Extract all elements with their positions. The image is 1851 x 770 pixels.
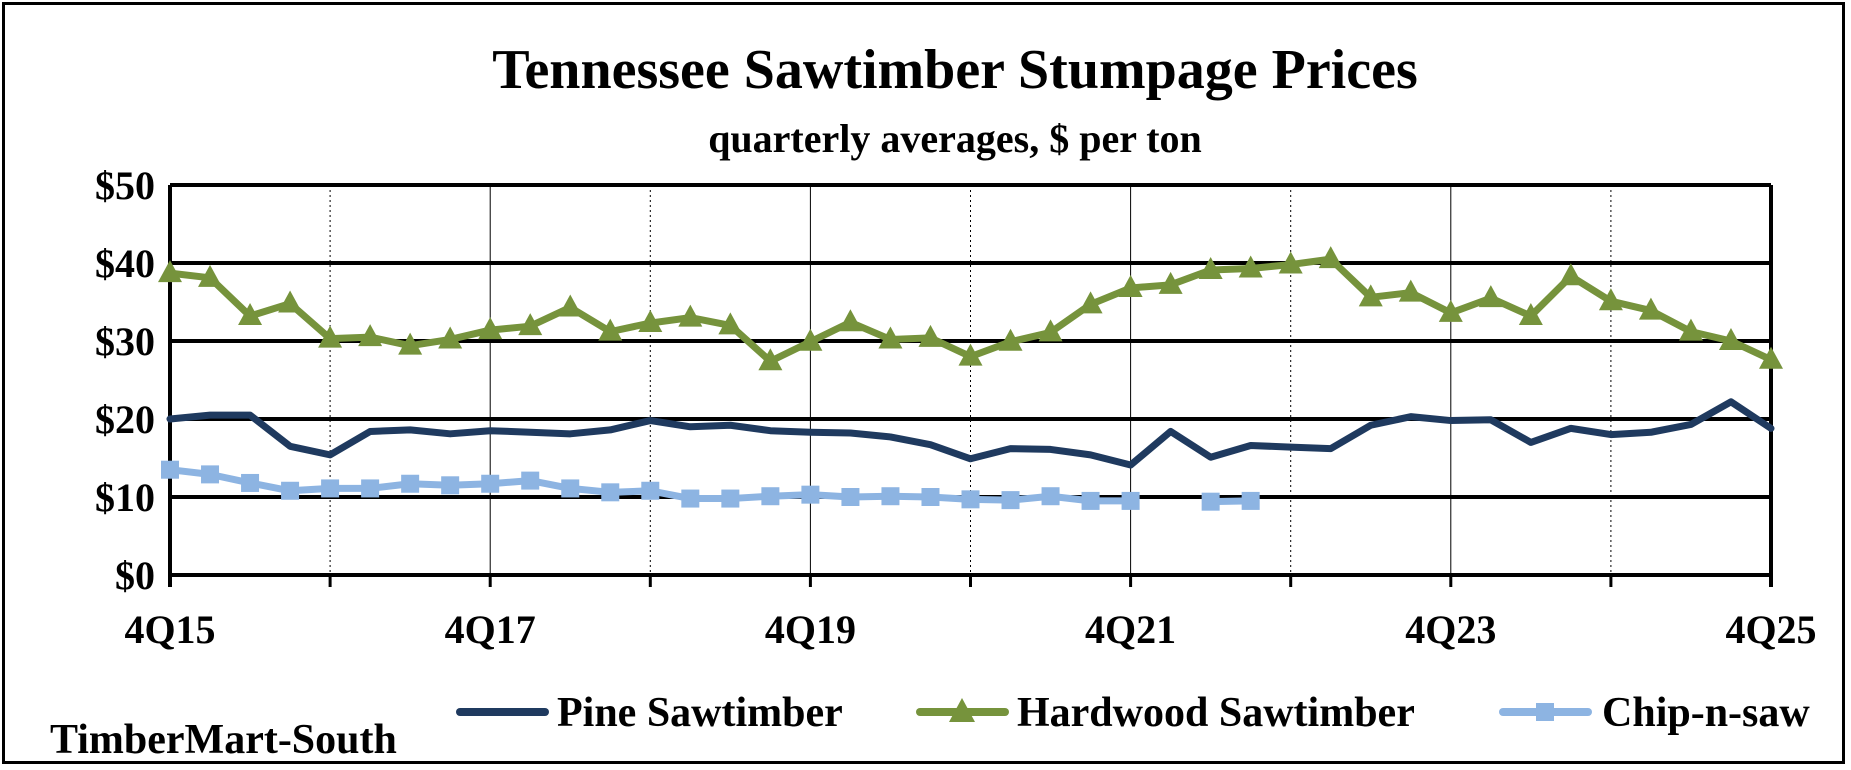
point-chip-n-saw [721, 489, 740, 508]
point-hardwood-sawtimber [158, 260, 182, 283]
point-hardwood-sawtimber [1718, 328, 1743, 350]
point-chip-n-saw [441, 476, 460, 495]
y-tick-label: $10 [95, 475, 155, 520]
point-hardwood-sawtimber [878, 326, 903, 349]
point-hardwood-sawtimber [1398, 279, 1423, 302]
point-hardwood-sawtimber [758, 348, 783, 371]
point-chip-n-saw [801, 485, 820, 504]
point-hardwood-sawtimber [1238, 255, 1263, 278]
point-chip-n-saw [641, 481, 660, 500]
point-hardwood-sawtimber [1118, 274, 1143, 297]
point-hardwood-sawtimber [998, 328, 1023, 351]
point-hardwood-sawtimber [558, 294, 583, 317]
legend-label-chip-n-saw: Chip-n-saw [1602, 690, 1810, 736]
point-hardwood-sawtimber [358, 324, 383, 347]
legend-label-hardwood-sawtimber: Hardwood Sawtimber [1017, 690, 1415, 736]
legend-marker-chip-n-saw [1536, 703, 1554, 721]
point-chip-n-saw [761, 487, 780, 506]
y-tick-label: $30 [95, 319, 155, 364]
point-chip-n-saw [1241, 491, 1260, 510]
series-line-pine-sawtimber [166, 398, 1775, 469]
point-hardwood-sawtimber [1278, 251, 1303, 274]
point-hardwood-sawtimber [1598, 288, 1623, 311]
point-hardwood-sawtimber [958, 343, 983, 366]
y-tick-label: $50 [95, 163, 155, 208]
point-hardwood-sawtimber [318, 325, 343, 348]
point-hardwood-sawtimber [1198, 257, 1223, 280]
point-chip-n-saw [281, 481, 300, 500]
series-group [158, 246, 1783, 511]
chart-title: Tennessee Sawtimber Stumpage Prices [492, 39, 1418, 101]
point-chip-n-saw [601, 483, 620, 502]
x-tick-label: 4Q19 [765, 607, 856, 652]
point-hardwood-sawtimber [718, 312, 743, 335]
point-hardwood-sawtimber [278, 290, 303, 313]
point-chip-n-saw [1001, 491, 1020, 510]
point-chip-n-saw [1121, 491, 1140, 510]
point-chip-n-saw [241, 473, 260, 492]
point-hardwood-sawtimber [1678, 318, 1703, 341]
point-hardwood-sawtimber [1038, 319, 1063, 342]
point-hardwood-sawtimber [438, 326, 463, 349]
legend-marker-hardwood-sawtimber [949, 698, 975, 722]
point-chip-n-saw [681, 489, 700, 508]
point-hardwood-sawtimber [838, 309, 863, 332]
point-hardwood-sawtimber [1438, 299, 1463, 322]
point-chip-n-saw [521, 471, 540, 490]
point-chip-n-saw [1201, 492, 1220, 511]
y-axis: $0 $10 $20 $30 $40 $50 [95, 163, 155, 598]
point-hardwood-sawtimber [518, 313, 543, 336]
point-chip-n-saw [921, 488, 940, 506]
x-tick-label: 4Q23 [1405, 607, 1496, 652]
legend: Pine Sawtimber Hardwood Sawtimber Chip-n-s… [456, 690, 1810, 736]
y-tick-label: $0 [115, 553, 155, 598]
point-chip-n-saw [201, 465, 220, 484]
point-hardwood-sawtimber [678, 304, 703, 327]
point-chip-n-saw [1041, 487, 1060, 506]
point-chip-n-saw [321, 479, 340, 498]
x-tick-label: 4Q15 [124, 607, 215, 652]
point-chip-n-saw [361, 479, 380, 498]
point-chip-n-saw [1081, 491, 1100, 510]
source-label: TimberMart-South [50, 717, 397, 763]
point-hardwood-sawtimber [598, 318, 623, 341]
y-tick-label: $20 [95, 397, 155, 442]
grid [168, 183, 1773, 587]
point-hardwood-sawtimber [638, 310, 663, 333]
point-hardwood-sawtimber [1158, 271, 1183, 294]
legend-label-pine-sawtimber: Pine Sawtimber [557, 690, 843, 736]
point-chip-n-saw [481, 474, 500, 493]
point-chip-n-saw [841, 488, 860, 506]
point-hardwood-sawtimber [918, 324, 943, 347]
x-tick-label: 4Q21 [1085, 607, 1176, 652]
point-chip-n-saw [161, 460, 179, 479]
point-hardwood-sawtimber [198, 264, 223, 287]
point-chip-n-saw [561, 479, 580, 498]
point-hardwood-sawtimber [238, 303, 263, 326]
point-chip-n-saw [961, 490, 980, 509]
point-hardwood-sawtimber [1318, 246, 1343, 269]
point-hardwood-sawtimber [1358, 284, 1383, 307]
point-hardwood-sawtimber [398, 332, 423, 355]
x-tick-label: 4Q25 [1725, 607, 1816, 652]
point-chip-n-saw [881, 487, 900, 506]
point-hardwood-sawtimber [1078, 291, 1103, 314]
point-hardwood-sawtimber [478, 317, 503, 340]
y-tick-label: $40 [95, 241, 155, 286]
point-hardwood-sawtimber [1759, 346, 1783, 369]
point-chip-n-saw [401, 474, 420, 493]
x-tick-label: 4Q17 [445, 607, 536, 652]
point-hardwood-sawtimber [798, 328, 823, 351]
point-hardwood-sawtimber [1478, 285, 1503, 308]
chart-subtitle: quarterly averages, $ per ton [708, 116, 1202, 161]
x-axis: 4Q15 4Q17 4Q19 4Q21 4Q23 4Q25 [124, 575, 1817, 652]
point-hardwood-sawtimber [1518, 303, 1543, 326]
point-hardwood-sawtimber [1638, 297, 1663, 320]
point-hardwood-sawtimber [1558, 263, 1583, 286]
